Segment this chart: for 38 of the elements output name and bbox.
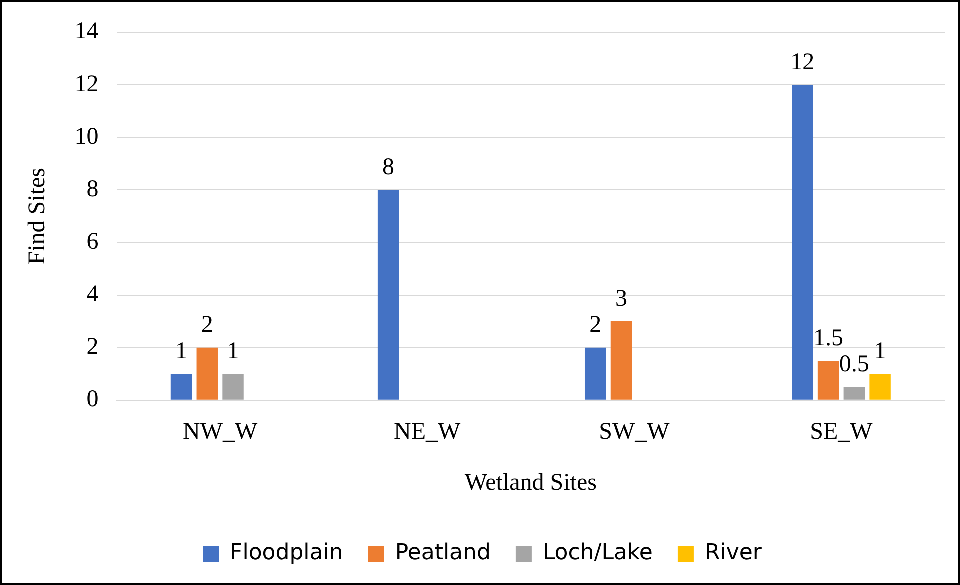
y-tick-label: 0: [86, 386, 99, 413]
x-axis-title: Wetland Sites: [464, 470, 597, 496]
data-label: 2: [590, 312, 602, 338]
y-tick-label: 10: [74, 124, 99, 150]
y-tick-label: 4: [86, 282, 99, 308]
x-tick-label: NE_W: [394, 419, 462, 446]
bar: [584, 348, 606, 400]
x-tick-label: SE_W: [810, 419, 874, 446]
data-label: 3: [615, 286, 628, 312]
data-label: 1.5: [814, 325, 844, 352]
x-tick-label: NW_W: [183, 419, 258, 446]
bar: [870, 374, 891, 400]
data-label: 8: [382, 154, 395, 180]
y-tick-label: 12: [74, 71, 99, 98]
legend-label: Floodplain: [230, 540, 344, 566]
bar: [792, 84, 814, 400]
y-axis-title: Find Sites: [24, 168, 51, 265]
data-label: 2: [201, 312, 214, 338]
legend-label: Loch/Lake: [542, 540, 653, 566]
data-label: 0.5: [839, 352, 870, 378]
y-tick-label: 8: [86, 176, 99, 202]
y-tick-label: 6: [86, 228, 99, 255]
y-tick-label: 14: [74, 18, 99, 45]
bar: [844, 387, 866, 400]
legend-label: River: [704, 540, 763, 566]
legend-label: Peatland: [395, 540, 491, 566]
bar: [196, 348, 218, 400]
data-label: 1: [874, 338, 886, 364]
data-label: 1: [227, 338, 240, 364]
x-tick-label: SW_W: [599, 419, 670, 446]
bar: [818, 360, 840, 400]
y-tick-label: 2: [86, 334, 99, 360]
bar: [378, 190, 400, 400]
bar: [610, 322, 632, 400]
data-label: 12: [790, 49, 815, 76]
bar: [170, 374, 192, 400]
bar: [222, 374, 244, 400]
data-label: 1: [176, 338, 188, 364]
